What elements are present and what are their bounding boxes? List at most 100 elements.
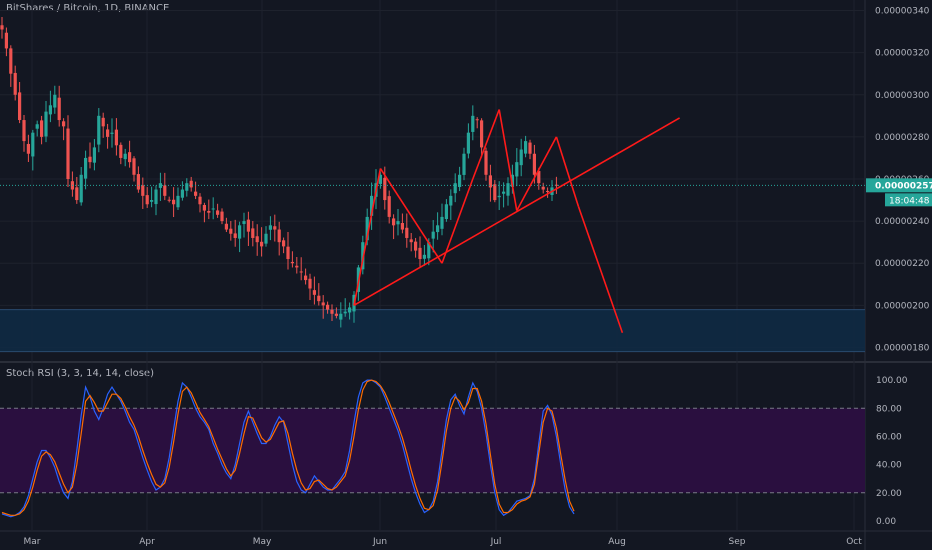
time-tick-label: Jun	[372, 537, 387, 547]
candle-body	[40, 120, 44, 137]
candle-body	[554, 184, 558, 186]
candle-body	[321, 302, 325, 306]
candle-body	[132, 158, 136, 175]
candle-body	[546, 190, 550, 192]
time-tick-label: May	[253, 537, 272, 547]
candle-body	[110, 132, 114, 134]
candle-body	[35, 124, 39, 129]
candle-body	[268, 225, 272, 230]
countdown-label: 18:04:48	[889, 196, 930, 206]
candle-body	[458, 174, 462, 187]
countdown-badge	[885, 193, 932, 207]
candle-body	[427, 242, 431, 259]
candle-body	[422, 254, 426, 259]
time-tick-label: Apr	[139, 537, 155, 547]
candle-body	[194, 191, 198, 196]
candle-body	[392, 218, 396, 226]
candle-body	[246, 219, 250, 232]
candle-body	[453, 183, 457, 194]
candle-body	[189, 180, 193, 188]
candle-body	[519, 149, 523, 166]
candle-body	[471, 115, 475, 132]
candle-body	[62, 121, 66, 127]
candle-body	[114, 129, 118, 146]
candle-body	[185, 183, 189, 191]
candle-body	[136, 174, 140, 190]
pattern-line	[379, 168, 443, 264]
candle-body	[396, 221, 400, 225]
candle-body	[123, 153, 127, 160]
chart-title: BitShares / Bitcoin, 1D, BINANCE	[6, 3, 170, 14]
candle-body	[128, 152, 132, 163]
candle-body	[506, 183, 510, 196]
candle-body	[233, 233, 237, 238]
candle-body	[431, 231, 435, 239]
candle-body	[282, 240, 286, 247]
candle-body	[312, 290, 316, 295]
candle-body	[154, 189, 158, 205]
candle-body	[106, 129, 110, 137]
time-tick-label: Sep	[729, 537, 746, 547]
candle-body	[224, 223, 228, 230]
candle-body	[167, 199, 171, 201]
candle-body	[524, 141, 528, 154]
time-tick-label: Aug	[608, 537, 626, 547]
candle-body	[299, 271, 303, 273]
candle-body	[330, 309, 334, 314]
candle-body	[4, 32, 8, 49]
time-tick-label: Mar	[24, 537, 41, 547]
candle-body	[515, 162, 519, 177]
rsi-layer	[0, 379, 865, 518]
candle-body	[163, 185, 167, 196]
candle-body	[101, 117, 105, 127]
candle-body	[462, 153, 466, 175]
candle-body	[532, 153, 536, 175]
rsi-tick-label: 80.00	[876, 404, 902, 414]
rsi-series-k	[1, 379, 575, 518]
pattern-line	[498, 109, 518, 211]
time-tick-label: Oct	[846, 537, 862, 547]
candle-body	[22, 120, 26, 142]
pattern-line	[353, 117, 680, 307]
candle-body	[264, 233, 268, 244]
candle-body	[145, 195, 149, 205]
price-tick-label: 0.00000180	[875, 343, 930, 353]
candle-body	[308, 278, 312, 289]
candle-body	[158, 183, 162, 188]
candle-body	[172, 199, 176, 205]
candle-body	[304, 275, 308, 281]
candle-body	[242, 221, 246, 224]
price-tick-label: 0.00000320	[875, 49, 930, 59]
candle-body	[528, 142, 532, 154]
time-tick-label: Jul	[490, 537, 502, 547]
candle-body	[348, 307, 352, 313]
candle-body	[75, 187, 79, 201]
price-tick-label: 0.00000300	[875, 91, 930, 101]
candle-body	[97, 115, 101, 145]
candle-body	[488, 175, 492, 188]
candle-body	[31, 132, 35, 157]
candle-body	[387, 196, 391, 217]
candle-body	[334, 313, 338, 316]
indicator-title: Stoch RSI (3, 3, 14, 14, close)	[6, 368, 154, 379]
axis-layer: 0.00000180 0.00000200 0.00000220 0.00000240…	[24, 7, 932, 547]
candle-body	[440, 216, 444, 229]
candle-body	[18, 92, 22, 121]
pattern-line	[472, 109, 500, 180]
candle-body	[176, 195, 180, 208]
candle-body	[383, 177, 387, 201]
candle-body	[180, 189, 184, 198]
candle-body	[277, 229, 281, 243]
candle-body	[405, 227, 409, 238]
price-tick-label: 0.00000280	[875, 133, 930, 143]
candle-body	[13, 72, 17, 95]
candle-body	[326, 304, 330, 310]
candle-body	[150, 200, 154, 202]
candle-body	[475, 119, 479, 121]
support-zone	[0, 309, 865, 352]
pattern-line	[353, 168, 382, 306]
candle-body	[484, 150, 488, 175]
candle-body	[44, 111, 48, 137]
candle-body	[400, 223, 404, 230]
